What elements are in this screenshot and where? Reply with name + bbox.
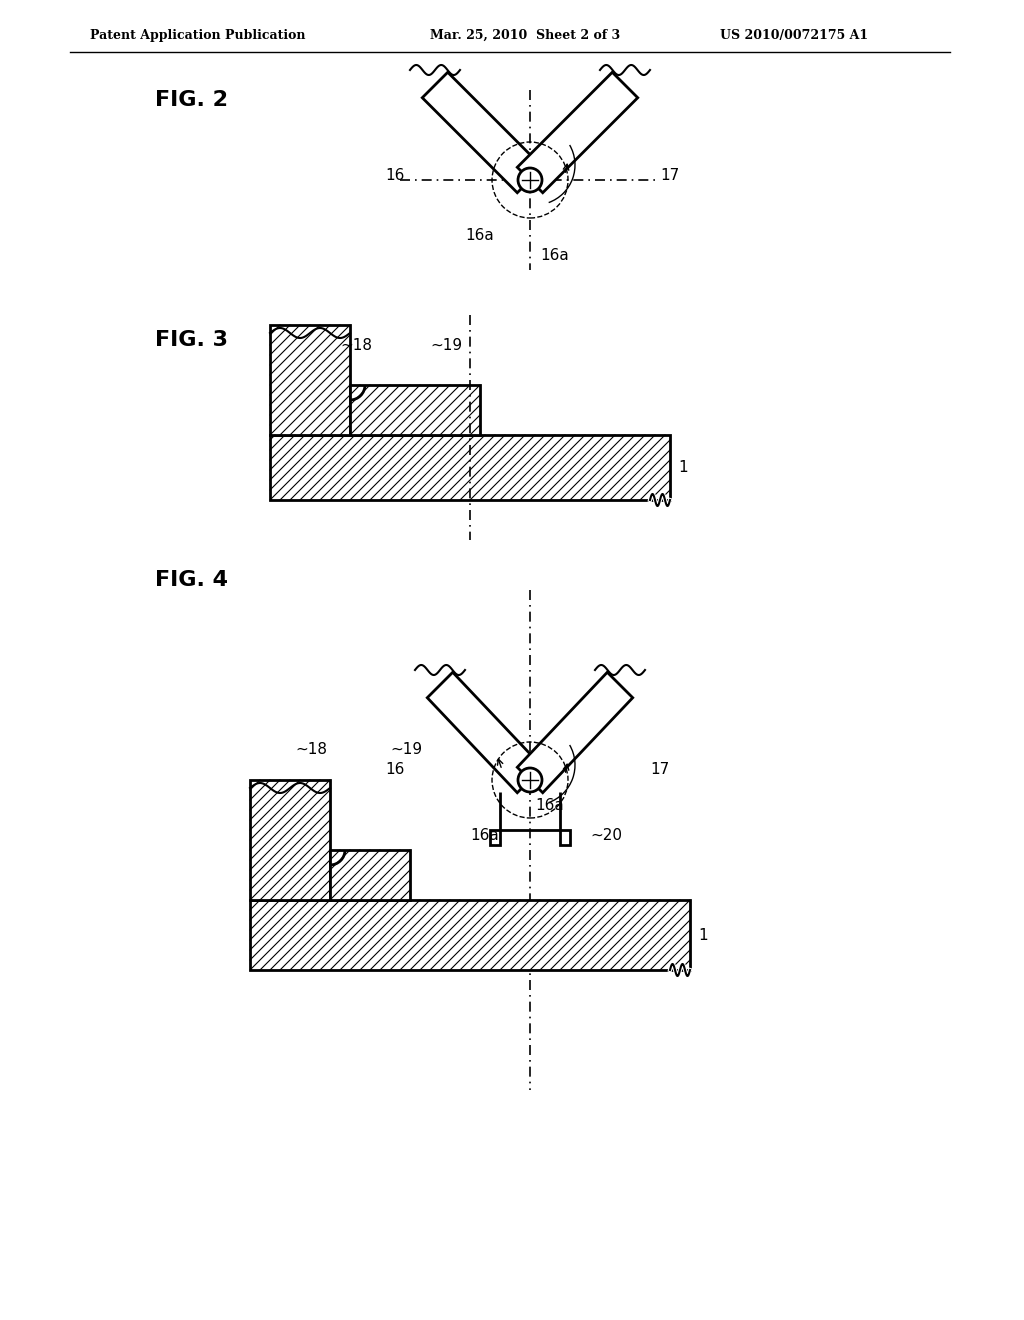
Text: 16: 16 (385, 763, 404, 777)
Bar (270, 325, 350, 436)
Text: FIG. 4: FIG. 4 (155, 570, 228, 590)
Text: ~19: ~19 (430, 338, 462, 352)
Text: Patent Application Publication: Patent Application Publication (90, 29, 305, 41)
Bar (270, 436, 670, 500)
Bar (250, 900, 690, 970)
Text: 16a: 16a (535, 797, 564, 813)
Text: US 2010/0072175 A1: US 2010/0072175 A1 (720, 29, 868, 41)
Polygon shape (517, 73, 638, 193)
Text: ~19: ~19 (390, 742, 422, 758)
Text: FIG. 3: FIG. 3 (155, 330, 228, 350)
Text: ~20: ~20 (590, 828, 622, 842)
Text: FIG. 2: FIG. 2 (155, 90, 228, 110)
Polygon shape (422, 73, 543, 193)
Text: 16a: 16a (465, 227, 494, 243)
Text: 16a: 16a (470, 828, 499, 842)
Bar (330, 850, 410, 900)
Text: ~18: ~18 (295, 742, 327, 758)
Text: 1: 1 (678, 459, 688, 475)
Text: Mar. 25, 2010  Sheet 2 of 3: Mar. 25, 2010 Sheet 2 of 3 (430, 29, 621, 41)
Text: 16: 16 (385, 168, 404, 182)
Bar (250, 780, 330, 900)
Text: 16a: 16a (540, 248, 568, 263)
Bar (350, 385, 480, 436)
Text: 17: 17 (660, 168, 679, 182)
Text: 17: 17 (650, 763, 670, 777)
Polygon shape (427, 672, 543, 793)
Text: ~18: ~18 (340, 338, 372, 352)
Polygon shape (517, 672, 633, 793)
Text: 1: 1 (698, 928, 708, 942)
Circle shape (518, 168, 542, 191)
Circle shape (518, 768, 542, 792)
